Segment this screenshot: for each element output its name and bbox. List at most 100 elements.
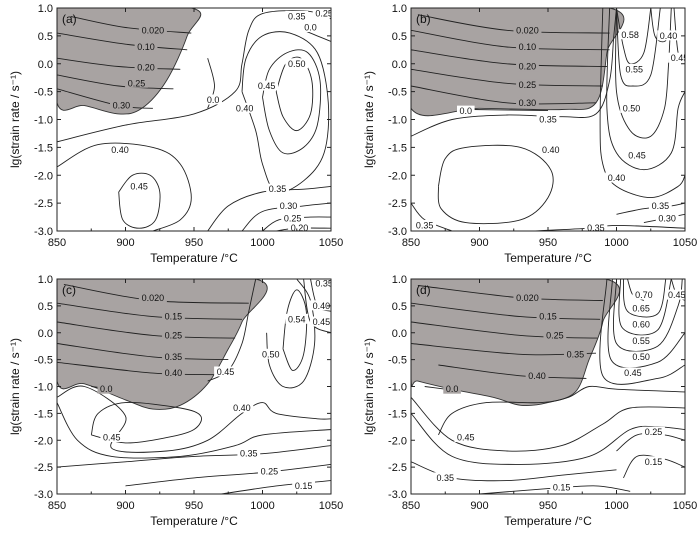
contour-line (207, 185, 331, 231)
contour-label-bg (266, 183, 289, 194)
contour-label: 0.020 (516, 293, 539, 303)
instability-region (411, 279, 620, 407)
y-tick-label: 0.0 (38, 59, 53, 71)
panel-label: (c) (62, 283, 76, 297)
contour-label-bg (536, 311, 560, 322)
contour-label: 0.15 (553, 483, 571, 493)
contour-label-bg (125, 77, 148, 88)
contour-label-bg (622, 63, 646, 74)
contour-line (125, 463, 331, 487)
x-tick-label: 950 (185, 237, 203, 249)
contour-label: 0.35 (416, 220, 434, 230)
contour-label: 0.0 (460, 106, 473, 116)
y-tick-label: -3.0 (388, 489, 407, 501)
contour-label: 0.20 (519, 62, 537, 72)
contour-label-bg (310, 316, 331, 327)
contour-label: 0.35 (315, 278, 333, 288)
contour-label: 0.35 (587, 223, 605, 233)
contour-label: 0.50 (623, 103, 641, 113)
contour-label: 0.55 (626, 64, 644, 74)
y-tick-label: -1.0 (388, 382, 407, 394)
x-tick-label: 1050 (673, 500, 697, 512)
contour-line (615, 8, 672, 139)
contour-label-bg (134, 41, 158, 52)
x-tick-label: 900 (470, 500, 488, 512)
contour-label: 0.70 (635, 290, 653, 300)
contour-label: 0.35 (240, 449, 258, 459)
contour-line (70, 15, 192, 34)
y-tick-label: -0.5 (388, 355, 407, 367)
x-tick-label: 850 (402, 237, 420, 249)
contour-label-bg (621, 367, 645, 378)
y-tick-label: -2.5 (34, 198, 53, 210)
y-tick-label: -3.0 (34, 226, 53, 238)
contour-label-bg (109, 100, 133, 111)
contour-line (411, 396, 685, 452)
contour-label-bg (433, 472, 457, 483)
y-tick-label: -1.5 (388, 142, 407, 154)
y-tick-label: -0.5 (388, 87, 407, 99)
contour-line (266, 279, 316, 389)
y-tick-label: -0.5 (34, 355, 53, 367)
contour-label-bg (162, 311, 185, 322)
instability-region (57, 8, 202, 115)
x-axis-title: Temperature /°C (150, 514, 238, 528)
contour-line (57, 343, 229, 361)
contour-label-bg (516, 97, 539, 108)
y-tick-label: -2.5 (388, 462, 407, 474)
y-tick-label: -3.0 (388, 226, 407, 238)
contour-label: 0.30 (519, 98, 537, 108)
panel-label: (a) (62, 12, 77, 26)
contour-line (57, 402, 331, 459)
y-tick-label: 0.5 (392, 301, 407, 313)
x-tick-label: 950 (539, 237, 557, 249)
contour-line (438, 385, 685, 436)
contour-label: 0.54 (288, 314, 306, 324)
contour-line (262, 49, 322, 155)
contour-label: 0.30 (280, 201, 298, 211)
plot-area: 0.020 0.10 0.20 0.25 0.30 0.0 0.35 0.58 0.55 0.40… (411, 8, 689, 233)
y-tick-label: -3.0 (34, 489, 53, 501)
contour-label-bg (629, 335, 653, 346)
contour-label: 0.45 (671, 53, 689, 63)
x-tick-label: 1000 (604, 500, 628, 512)
contour-label-bg (543, 329, 567, 340)
contour-label: 0.0 (446, 384, 459, 394)
contour-label-bg (454, 432, 478, 443)
y-axis-title: lg(strain rate / s⁻¹) (362, 338, 376, 435)
plot-area: 0.0200.150.250.350.400.00.450.540.500.35… (57, 278, 333, 494)
contour-label: 0.25 (519, 80, 537, 90)
contour-label: 0.45 (668, 290, 686, 300)
chart-panel: 0.0200.150.250.350.400.00.450.540.500.35… (8, 274, 343, 528)
contour-label-bg (257, 465, 281, 476)
contour-label-bg (516, 41, 539, 52)
contour-line (57, 74, 174, 90)
y-tick-label: -2.0 (388, 170, 407, 182)
contour-line (616, 8, 661, 87)
contour-label: 0.30 (658, 214, 676, 224)
y-tick-label: -2.0 (34, 170, 53, 182)
contour-line (57, 361, 215, 376)
contour-label: 0.45 (624, 368, 642, 378)
contour-line (534, 224, 685, 231)
contour-label: 0.40 (236, 103, 254, 113)
contour-label: 0.45 (457, 433, 475, 443)
contour-label-bg (657, 30, 680, 41)
y-tick-label: -1.0 (34, 382, 53, 394)
contour-label-bg (550, 482, 574, 493)
contour-label-bg (655, 213, 679, 224)
contour-label-bg (584, 222, 608, 231)
x-tick-label: 900 (116, 500, 134, 512)
x-axis-title: Temperature /°C (504, 514, 592, 528)
contour-label: 0.35 (165, 352, 183, 362)
contour-line (57, 385, 331, 453)
contour-line (606, 8, 685, 171)
contour-label: 0.45 (103, 433, 121, 443)
contour-label: 0.25 (128, 78, 146, 88)
contour-line (57, 32, 188, 51)
contour-label-bg (539, 144, 563, 155)
y-tick-label: -2.5 (388, 198, 407, 210)
contour-label: 0.50 (288, 59, 306, 69)
